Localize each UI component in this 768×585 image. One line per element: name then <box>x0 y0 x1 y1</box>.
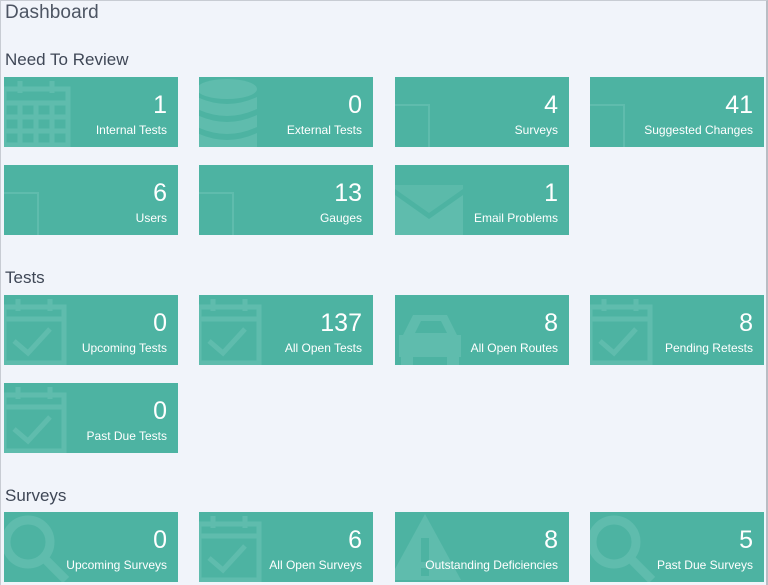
tile-count: 13 <box>334 179 362 207</box>
tile-label: Users <box>135 211 167 225</box>
tile-count: 1 <box>153 91 167 119</box>
search-icon <box>590 512 660 582</box>
tile-label: Upcoming Surveys <box>66 558 167 572</box>
tile-all-open-routes[interactable]: 8 All Open Routes <box>395 295 569 365</box>
calendar-check-icon <box>199 295 269 365</box>
envelope-icon <box>395 165 465 235</box>
tile-label: All Open Tests <box>284 341 362 355</box>
section-title-tests: Tests <box>5 268 45 287</box>
section-title-need-to-review: Need To Review <box>5 50 129 69</box>
document-icon <box>395 77 465 147</box>
tile-past-due-tests[interactable]: 0 Past Due Tests <box>4 383 178 453</box>
tile-count: 41 <box>725 91 753 119</box>
tile-label: All Open Surveys <box>269 558 362 572</box>
tile-count: 8 <box>739 309 753 337</box>
calendar-check-icon <box>199 512 269 582</box>
tile-gauges[interactable]: 13 Gauges <box>199 165 373 235</box>
tile-internal-tests[interactable]: 1 Internal Tests <box>4 77 178 147</box>
page-title: Dashboard <box>5 2 99 23</box>
tile-label: All Open Routes <box>470 341 558 355</box>
tile-count: 6 <box>153 179 167 207</box>
tile-suggested-changes[interactable]: 41 Suggested Changes <box>590 77 764 147</box>
tile-count: 137 <box>320 309 362 337</box>
tile-count: 8 <box>544 309 558 337</box>
tile-count: 1 <box>544 179 558 207</box>
tile-label: Outstanding Deficiencies <box>425 558 558 572</box>
tile-label: Upcoming Tests <box>81 341 167 355</box>
calendar-check-icon <box>590 295 660 365</box>
tile-outstanding-deficiencies[interactable]: 8 Outstanding Deficiencies <box>395 512 569 582</box>
calendar-check-icon <box>4 295 74 365</box>
tile-label: Past Due Tests <box>86 429 167 443</box>
tile-label: Internal Tests <box>95 123 167 137</box>
document-icon <box>4 165 74 235</box>
tile-label: Gauges <box>319 211 362 225</box>
document-icon <box>199 165 269 235</box>
tile-count: 0 <box>348 91 362 119</box>
tile-upcoming-surveys[interactable]: 0 Upcoming Surveys <box>4 512 178 582</box>
tile-count: 5 <box>739 526 753 554</box>
tile-label: Pending Retests <box>664 341 753 355</box>
database-icon <box>199 77 269 147</box>
tile-count: 8 <box>544 526 558 554</box>
tile-count: 0 <box>153 309 167 337</box>
tile-label: Surveys <box>514 123 558 137</box>
section-title-surveys: Surveys <box>5 486 67 505</box>
search-icon <box>4 512 74 582</box>
tile-label: Suggested Changes <box>644 123 753 137</box>
tile-count: 6 <box>348 526 362 554</box>
tile-pending-retests[interactable]: 8 Pending Retests <box>590 295 764 365</box>
tile-label: Past Due Surveys <box>656 558 753 572</box>
tile-all-open-tests[interactable]: 137 All Open Tests <box>199 295 373 365</box>
tile-count: 0 <box>153 397 167 425</box>
tile-count: 4 <box>544 91 558 119</box>
tile-all-open-surveys[interactable]: 6 All Open Surveys <box>199 512 373 582</box>
tile-past-due-surveys[interactable]: 5 Past Due Surveys <box>590 512 764 582</box>
tile-label: External Tests <box>286 123 362 137</box>
document-icon <box>590 77 660 147</box>
calendar-icon <box>4 77 74 147</box>
tile-email-problems[interactable]: 1 Email Problems <box>395 165 569 235</box>
tile-count: 0 <box>153 526 167 554</box>
car-icon <box>395 295 465 365</box>
calendar-check-icon <box>4 383 74 453</box>
tile-surveys[interactable]: 4 Surveys <box>395 77 569 147</box>
tile-external-tests[interactable]: 0 External Tests <box>199 77 373 147</box>
tile-users[interactable]: 6 Users <box>4 165 178 235</box>
tile-upcoming-tests[interactable]: 0 Upcoming Tests <box>4 295 178 365</box>
warning-icon <box>395 512 465 582</box>
tile-label: Email Problems <box>473 211 558 225</box>
